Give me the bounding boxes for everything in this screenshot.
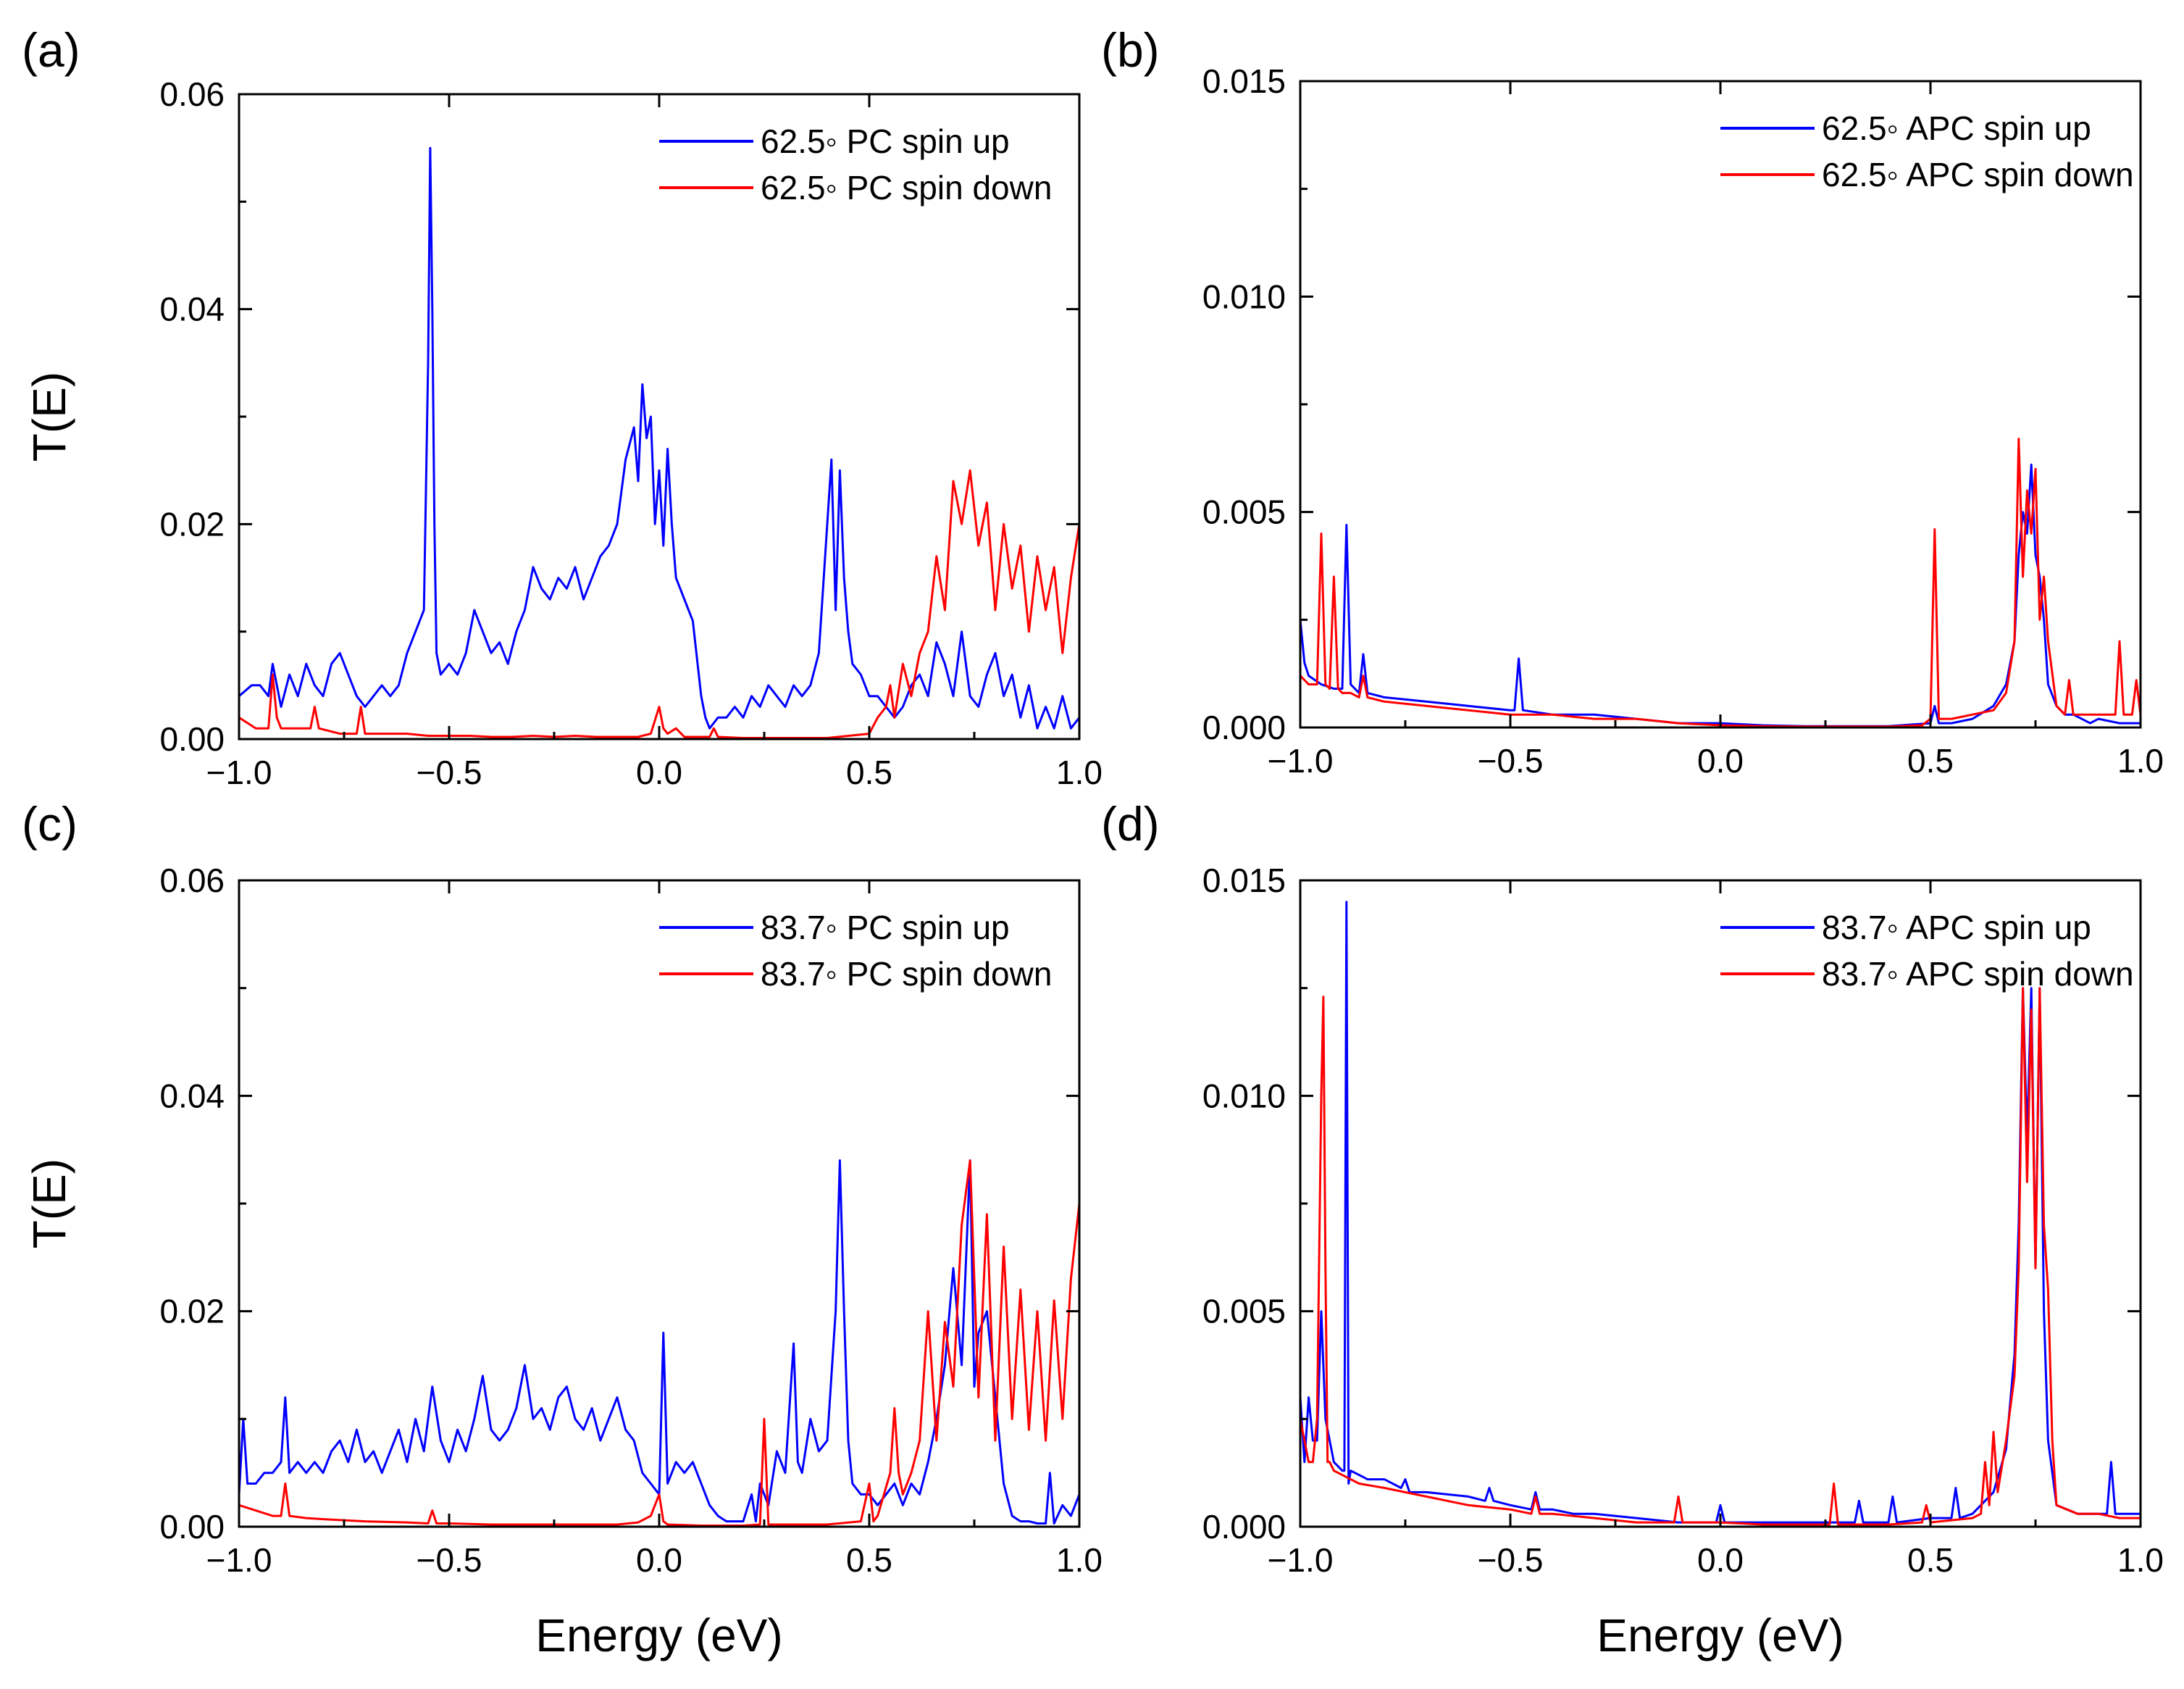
x-tick-label: −0.5 [1478, 742, 1544, 780]
x-tick-label: 0.5 [846, 1541, 892, 1579]
x-tick-label: 0.0 [636, 754, 682, 791]
x-tick-label: −1.0 [1268, 742, 1334, 780]
panel-label: (d) [1101, 797, 1160, 851]
y-axis-title: T(E) [23, 1159, 75, 1248]
panel-label: (c) [22, 797, 78, 851]
legend-label: 62.5◦ APC spin down [1822, 156, 2134, 193]
y-tick-label: 0.02 [159, 505, 225, 543]
legend-label: 83.7◦ APC spin up [1822, 909, 2091, 946]
legend-label: 62.5◦ PC spin up [761, 122, 1010, 160]
y-tick-label: 0.005 [1202, 493, 1286, 531]
legend-label: 62.5◦ PC spin down [761, 169, 1052, 207]
x-tick-label: 0.0 [1697, 742, 1744, 780]
y-tick-label: 0.06 [159, 75, 225, 113]
x-tick-label: 1.0 [2117, 742, 2164, 780]
y-tick-label: 0.000 [1202, 709, 1286, 746]
x-tick-label: 0.0 [636, 1541, 682, 1579]
x-tick-label: −1.0 [206, 1541, 272, 1579]
y-tick-label: 0.06 [159, 862, 225, 899]
x-axis-title: Energy (eV) [535, 1609, 782, 1661]
y-tick-label: 0.005 [1202, 1293, 1286, 1330]
legend-label: 83.7◦ PC spin down [761, 955, 1052, 993]
x-tick-label: 0.5 [1907, 1541, 1954, 1579]
x-tick-label: 0.5 [1907, 742, 1954, 780]
y-axis-title: T(E) [23, 372, 75, 462]
panel-label: (a) [22, 23, 80, 77]
panel-a: −1.0 −0.5 0.0 0.5 1.0 0.00 0.02 0.04 0.06 (a) T(E)… [22, 23, 1103, 791]
x-tick-label: −1.0 [206, 754, 272, 791]
y-tick-label: 0.04 [159, 1077, 225, 1114]
y-tick-label: 0.04 [159, 291, 225, 328]
y-tick-label: 0.000 [1202, 1508, 1286, 1546]
panel-d: −1.0 −0.5 0.0 0.5 1.0 0.000 0.005 0.010 0.015 (d)… [1101, 797, 2164, 1661]
series-line-spin-up [1300, 901, 2141, 1524]
series-line-spin-up [239, 1159, 1079, 1525]
x-tick-label: 1.0 [1056, 754, 1103, 791]
panel-c: −1.0 −0.5 0.0 0.5 1.0 0.00 0.02 0.04 0.06 (c) T(E)… [22, 797, 1103, 1661]
panel-b: −1.0 −0.5 0.0 0.5 1.0 0.000 0.005 0.010 0.015 (b)… [1101, 23, 2164, 780]
series-line-spin-down [239, 1159, 1079, 1527]
x-tick-label: 1.0 [1056, 1541, 1103, 1579]
x-tick-label: −1.0 [1268, 1541, 1334, 1579]
legend-label: 62.5◦ APC spin up [1822, 109, 2091, 147]
x-tick-label: 0.5 [846, 754, 892, 791]
x-tick-label: 0.0 [1697, 1541, 1744, 1579]
series-line-spin-down [1300, 438, 2141, 727]
y-tick-label: 0.00 [159, 720, 225, 758]
x-axis-title: Energy (eV) [1597, 1609, 1844, 1661]
series-line-spin-down [239, 469, 1079, 739]
y-tick-label: 0.00 [159, 1508, 225, 1546]
y-tick-label: 0.015 [1202, 62, 1286, 100]
x-tick-label: −0.5 [417, 754, 482, 791]
series-line-spin-down [1300, 987, 2141, 1526]
x-tick-label: 1.0 [2117, 1541, 2164, 1579]
x-tick-label: −0.5 [417, 1541, 482, 1579]
y-tick-label: 0.02 [159, 1293, 225, 1330]
y-tick-label: 0.015 [1202, 862, 1286, 899]
y-tick-label: 0.010 [1202, 278, 1286, 315]
y-tick-label: 0.010 [1202, 1077, 1286, 1114]
series-line-spin-up [239, 146, 1079, 730]
legend-label: 83.7◦ APC spin down [1822, 955, 2134, 993]
x-tick-label: −0.5 [1478, 1541, 1544, 1579]
panel-label: (b) [1101, 23, 1160, 77]
legend-label: 83.7◦ PC spin up [761, 909, 1010, 946]
